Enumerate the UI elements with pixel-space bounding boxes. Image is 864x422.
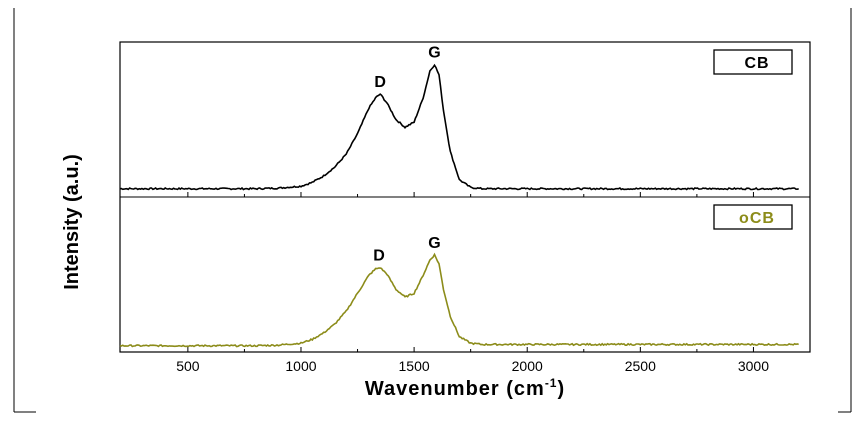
series-line-ocb xyxy=(119,252,799,348)
peak-label-d: D xyxy=(373,248,385,265)
x-axis-label-close: ) xyxy=(557,378,565,400)
legend-box-cb xyxy=(713,49,793,75)
y-axis-label: Intensity (a.u.) xyxy=(61,154,83,290)
x-axis-label-sup: -1 xyxy=(545,376,558,390)
legend-label-cb: CB xyxy=(744,55,769,72)
x-axis-label-main: Wavenumber (cm xyxy=(365,378,545,400)
legend-label-ocb: oCB xyxy=(739,210,775,227)
x-ticks: 500 1000 1500 2000 2500 3000 xyxy=(176,192,769,374)
x-tick-label: 1500 xyxy=(399,358,430,374)
x-axis-label: Wavenumber (cm-1) xyxy=(365,376,565,400)
x-tick-label: 3000 xyxy=(738,358,769,374)
figure-frame xyxy=(13,8,852,413)
series-layer xyxy=(119,63,799,348)
x-tick-label: 500 xyxy=(176,358,200,374)
peak-label-g: G xyxy=(428,235,440,252)
x-tick-label: 1000 xyxy=(285,358,316,374)
legend-box-ocb xyxy=(713,204,793,230)
series-line-cb xyxy=(119,63,799,191)
x-tick-label: 2000 xyxy=(512,358,543,374)
peak-label-g: G xyxy=(428,45,440,62)
peak-label-d: D xyxy=(374,74,386,91)
x-tick-label: 2500 xyxy=(625,358,656,374)
